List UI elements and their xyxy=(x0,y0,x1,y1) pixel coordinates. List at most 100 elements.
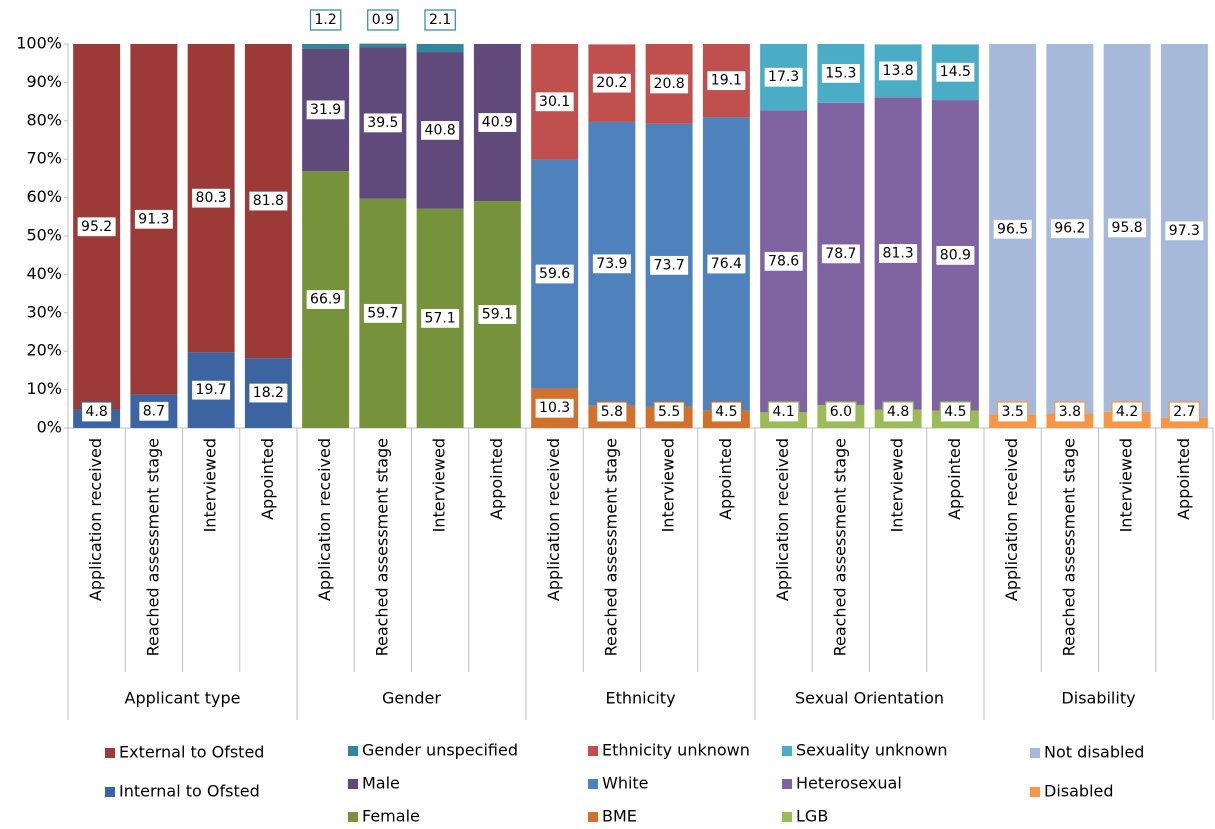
data-label-box xyxy=(648,254,690,276)
data-label-box xyxy=(309,9,342,31)
x-tick-label: Appointed xyxy=(487,438,506,520)
data-label: 4.1 xyxy=(767,401,800,423)
data-label-box xyxy=(534,397,575,419)
x-tick-label: Reached assessment stage xyxy=(1059,438,1078,656)
data-label-text: 80.9 xyxy=(940,247,971,263)
data-label: 59.1 xyxy=(477,303,518,326)
data-label-text: 5.5 xyxy=(658,404,680,420)
data-label: 4.5 xyxy=(939,401,972,423)
data-label-text: 66.9 xyxy=(310,292,341,308)
data-label: 81.8 xyxy=(248,190,289,212)
data-label-box xyxy=(710,401,743,423)
data-label-box xyxy=(653,401,685,423)
bar-segment xyxy=(1160,417,1208,428)
data-label: 4.2 xyxy=(1111,401,1143,423)
x-tick-label: Application received xyxy=(544,438,563,601)
data-label-box xyxy=(591,253,633,275)
legend-swatch xyxy=(1030,787,1040,797)
data-label-box xyxy=(1168,401,1201,423)
data-label-box xyxy=(820,243,862,265)
data-label-text: 73.7 xyxy=(654,257,685,273)
x-tick-label: Appointed xyxy=(716,438,735,520)
data-label-box xyxy=(825,401,857,423)
data-label-box xyxy=(591,72,633,94)
data-label-text: 13.8 xyxy=(883,63,914,79)
data-label: 18.2 xyxy=(248,382,289,404)
legend-label: Sexuality unknown xyxy=(796,741,948,760)
data-label-text: 20.8 xyxy=(654,76,685,92)
data-label-text: 15.3 xyxy=(825,65,856,81)
data-label-box xyxy=(362,302,404,324)
x-tick-label: Application received xyxy=(315,438,334,601)
legend-label: Heterosexual xyxy=(796,774,902,793)
data-label-text: 1.2 xyxy=(314,12,336,28)
y-tick-label: 0% xyxy=(37,418,62,437)
data-label-box xyxy=(190,187,232,209)
data-label-text: 40.8 xyxy=(425,122,456,138)
data-label-box xyxy=(1106,217,1148,239)
data-label: 2.1 xyxy=(424,9,456,31)
y-tick-label: 50% xyxy=(26,226,62,245)
data-label-text: 6.0 xyxy=(830,404,852,420)
data-label: 8.7 xyxy=(138,400,170,422)
data-label-text: 57.1 xyxy=(425,310,456,326)
data-label-box xyxy=(767,401,800,423)
data-label-text: 5.8 xyxy=(601,404,623,420)
data-label-box xyxy=(648,73,690,95)
data-label: 5.8 xyxy=(596,401,628,423)
data-label: 57.1 xyxy=(419,307,461,329)
data-label: 20.8 xyxy=(648,73,690,95)
data-label: 4.8 xyxy=(80,401,113,423)
data-label-text: 40.9 xyxy=(482,115,513,131)
legend-label: Disabled xyxy=(1044,782,1114,801)
data-label-text: 39.5 xyxy=(367,115,398,131)
data-label-box xyxy=(992,218,1033,240)
data-label: 17.3 xyxy=(763,66,804,88)
data-label-text: 0.9 xyxy=(372,12,394,28)
data-label: 95.8 xyxy=(1106,217,1148,239)
data-label-box xyxy=(419,119,461,142)
legend-swatch xyxy=(588,812,598,822)
data-label-box xyxy=(362,112,404,134)
data-label-box xyxy=(133,208,175,230)
y-tick-label: 30% xyxy=(26,302,62,321)
data-label-box xyxy=(939,401,972,423)
data-label-box xyxy=(935,61,976,83)
data-label-box xyxy=(882,401,914,423)
data-label: 96.2 xyxy=(1049,218,1091,240)
data-label-box xyxy=(706,253,747,275)
data-label-text: 76.4 xyxy=(711,256,742,272)
y-tick-label: 60% xyxy=(26,187,62,206)
data-label-text: 73.9 xyxy=(596,256,627,272)
data-label-text: 20.2 xyxy=(596,75,627,91)
data-label: 19.1 xyxy=(706,70,747,92)
legend-label: BME xyxy=(602,807,637,826)
x-tick-label: Application received xyxy=(773,438,792,601)
data-label-text: 78.7 xyxy=(825,246,856,262)
y-tick-label: 20% xyxy=(26,341,62,360)
data-label: 40.9 xyxy=(477,111,518,134)
data-label-box xyxy=(935,244,976,266)
data-label: 3.8 xyxy=(1054,401,1086,423)
data-label-text: 95.2 xyxy=(81,219,112,235)
data-label: 81.3 xyxy=(877,242,919,265)
x-tick-label: Application received xyxy=(1002,438,1021,601)
data-label-box xyxy=(424,9,456,31)
y-tick-label: 90% xyxy=(26,72,62,91)
data-label: 3.5 xyxy=(996,401,1029,423)
data-label-box xyxy=(996,401,1029,423)
data-label-text: 2.1 xyxy=(429,12,451,28)
legend-swatch xyxy=(782,746,792,756)
data-label-text: 59.1 xyxy=(482,307,513,323)
data-label-text: 17.3 xyxy=(768,69,799,85)
legend-label: LGB xyxy=(796,807,828,826)
data-label: 95.2 xyxy=(76,216,117,238)
legend-swatch xyxy=(782,779,792,789)
legend-swatch xyxy=(105,787,115,797)
data-label: 91.3 xyxy=(133,208,175,230)
group-label: Gender xyxy=(382,689,441,708)
data-label: 59.7 xyxy=(362,302,404,324)
data-label: 15.3 xyxy=(820,62,862,84)
legend-label: Internal to Ofsted xyxy=(119,782,260,801)
data-label: 76.4 xyxy=(706,253,747,275)
